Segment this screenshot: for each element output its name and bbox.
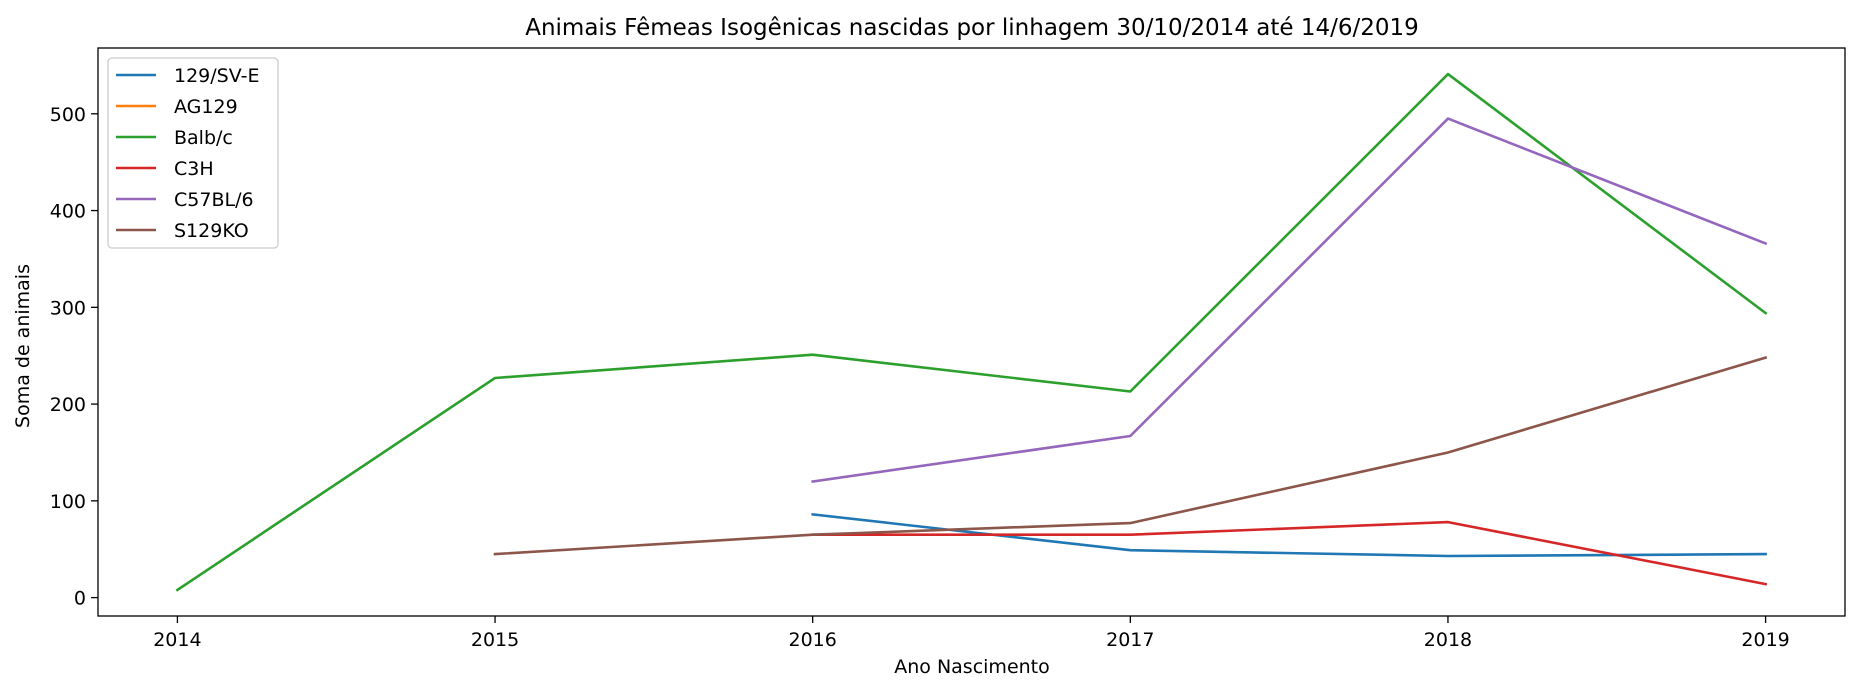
y-axis: 0 100 200 300 400 500 <box>50 104 98 610</box>
legend-label-c3h: C3H <box>174 158 214 180</box>
y-tick-label-0: 0 <box>74 588 86 610</box>
series-line-balb-c <box>175 72 1768 592</box>
legend: 129/SV-E AG129 Balb/c C3H C57BL/6 S129KO <box>107 57 279 249</box>
x-tick-label-2016: 2016 <box>789 629 837 651</box>
x-axis-title: Ano Nascimento <box>894 656 1050 678</box>
y-tick-label-500: 500 <box>50 104 86 126</box>
x-tick-label-2017: 2017 <box>1106 629 1154 651</box>
series-layer <box>175 72 1768 592</box>
y-tick-label-100: 100 <box>50 491 86 513</box>
series-line-c3h <box>811 520 1768 586</box>
series-line-129-sv-e <box>811 512 1767 558</box>
x-tick-label-2019: 2019 <box>1741 629 1789 651</box>
legend-label-ag129: AG129 <box>174 96 238 118</box>
x-tick-label-2015: 2015 <box>471 629 519 651</box>
y-axis-title: Soma de animais <box>12 264 34 428</box>
x-axis: 2014 2015 2016 2017 2018 2019 <box>153 616 1790 651</box>
series-line-c57bl-6 <box>811 117 1768 483</box>
chart-title: Animais Fêmeas Isogênicas nascidas por l… <box>525 15 1419 41</box>
x-tick-label-2018: 2018 <box>1424 629 1472 651</box>
plot-area-frame <box>97 47 1846 617</box>
y-tick-label-300: 300 <box>50 297 86 319</box>
x-tick-label-2014: 2014 <box>153 629 201 651</box>
y-tick-label-400: 400 <box>50 201 86 223</box>
legend-label-balb-c: Balb/c <box>174 127 233 149</box>
legend-label-s129ko: S129KO <box>174 220 249 242</box>
series-line-s129ko <box>493 355 1768 556</box>
legend-label-129-sv-e: 129/SV-E <box>174 65 259 87</box>
legend-label-c57bl-6: C57BL/6 <box>174 189 254 211</box>
y-tick-label-200: 200 <box>50 394 86 416</box>
